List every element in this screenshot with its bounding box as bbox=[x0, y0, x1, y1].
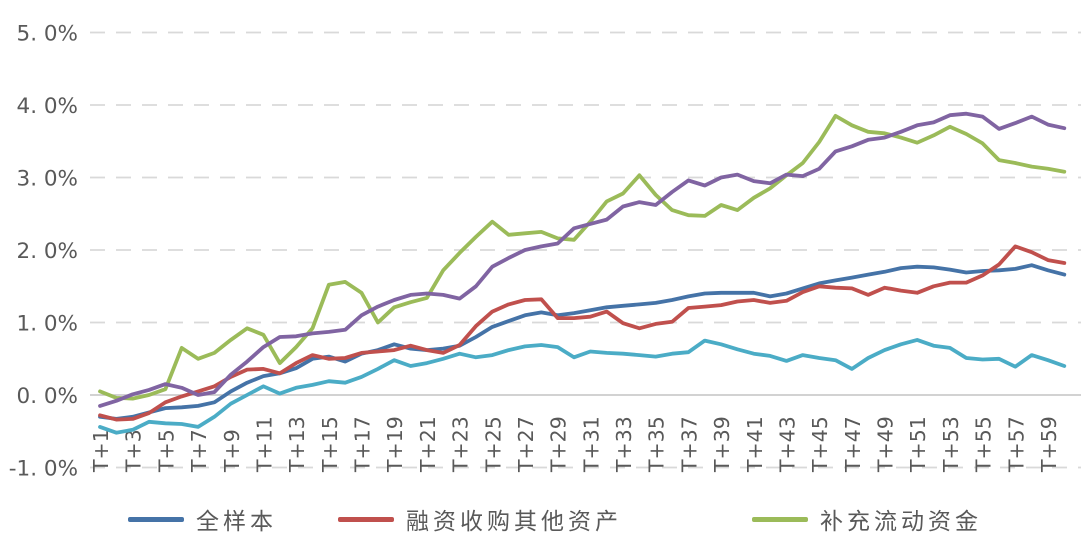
legend-item-all-samples: 全样本 bbox=[128, 503, 277, 535]
x-axis-tick-label: T+57 bbox=[1004, 416, 1028, 473]
x-axis-tick-label: T+53 bbox=[939, 416, 963, 473]
legend-item-working-capital: 补充流动资金 bbox=[752, 503, 982, 535]
x-axis-tick-label: T+13 bbox=[285, 416, 309, 473]
series-line-all-samples bbox=[98, 263, 1067, 421]
legend-item-financing-acquire-assets: 融资收购其他资产 bbox=[338, 503, 622, 535]
x-axis-tick-label: T+17 bbox=[351, 416, 375, 473]
x-axis-tick-label: T+33 bbox=[612, 416, 636, 473]
x-axis-tick-label: T+5 bbox=[154, 429, 178, 473]
x-axis-tick-label: T+1 bbox=[89, 429, 113, 473]
y-axis-tick-label: 1. 0% bbox=[17, 312, 78, 337]
x-axis-tick-label: T+43 bbox=[775, 416, 799, 473]
x-axis-tick-label: T+35 bbox=[645, 416, 669, 473]
x-axis-tick-label: T+49 bbox=[874, 416, 898, 473]
y-axis-tick-label: -1. 0% bbox=[9, 457, 78, 482]
x-axis-tick-label: T+7 bbox=[187, 429, 211, 473]
series-line-purple-series bbox=[98, 111, 1067, 408]
x-axis-tick-label: T+25 bbox=[481, 416, 505, 473]
x-axis-tick-label: T+55 bbox=[972, 416, 996, 473]
series-line-financing-acquire-assets bbox=[98, 244, 1067, 422]
x-axis-tick-label: T+15 bbox=[318, 416, 342, 473]
x-axis-tick-label: T+23 bbox=[449, 416, 473, 473]
y-axis-tick-label: 4. 0% bbox=[17, 94, 78, 119]
legend-label: 补充流动资金 bbox=[820, 509, 982, 535]
x-axis-tick-label: T+9 bbox=[220, 429, 244, 473]
x-axis-tick-label: T+19 bbox=[383, 416, 407, 473]
x-axis-tick-label: T+31 bbox=[579, 416, 603, 473]
legend-line-swatch bbox=[128, 516, 184, 522]
y-axis-tick-label: 5. 0% bbox=[17, 22, 78, 47]
x-axis-tick-label: T+21 bbox=[416, 416, 440, 473]
legend-line-swatch bbox=[752, 516, 808, 522]
x-axis-tick-label: T+51 bbox=[906, 416, 930, 473]
chart-legend: 全样本 融资收购其他资产 补充流动资金 bbox=[0, 503, 1089, 539]
x-axis-tick-label: T+41 bbox=[743, 416, 767, 473]
x-axis-tick-label: T+45 bbox=[808, 416, 832, 473]
legend-label: 全样本 bbox=[196, 509, 277, 535]
x-axis-tick-label: T+11 bbox=[252, 416, 276, 473]
x-axis-tick-label: T+39 bbox=[710, 416, 734, 473]
x-axis-tick-label: T+3 bbox=[122, 429, 146, 473]
y-axis-tick-label: 0. 0% bbox=[17, 384, 78, 409]
series-line-working-capital bbox=[98, 114, 1067, 401]
legend-line-swatch bbox=[338, 516, 394, 522]
y-axis-tick-label: 3. 0% bbox=[17, 167, 78, 192]
y-axis-tick-label: 2. 0% bbox=[17, 239, 78, 264]
x-axis-tick-label: T+27 bbox=[514, 416, 538, 473]
chart-canvas: 5. 0% 4. 0% 3. 0% 2. 0% 1. 0% 0. 0% -1. 0% T+1 T… bbox=[9, 22, 1081, 482]
x-axis-tick-label: T+59 bbox=[1037, 416, 1061, 473]
legend-label: 融资收购其他资产 bbox=[406, 509, 622, 535]
x-axis-tick-label: T+29 bbox=[547, 416, 571, 473]
series-line-cyan-series bbox=[98, 337, 1067, 435]
x-axis-tick-label: T+37 bbox=[677, 416, 701, 473]
x-axis-tick-label: T+47 bbox=[841, 416, 865, 473]
